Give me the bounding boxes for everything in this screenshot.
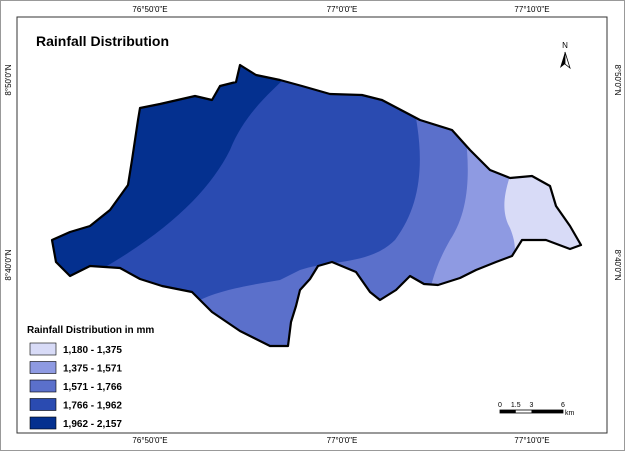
arrow-left [560, 52, 565, 68]
graticule-labels: 76°50'0"E 77°0'0"E 77°10'0"E 76°50'0"E 77°0'… [4, 5, 622, 445]
latitude-label: 8°50'0"N [613, 64, 622, 95]
longitude-label: 76°50'0"E [132, 5, 167, 14]
legend-label: 1,375 - 1,571 [63, 364, 122, 375]
longitude-label: 77°0'0"E [327, 5, 358, 14]
scale-label: 6 [561, 402, 565, 409]
map-title: Rainfall Distribution [36, 33, 169, 49]
legend-label: 1,180 - 1,375 [63, 345, 122, 356]
scale-bar: 0 1.5 3 6km [498, 402, 574, 417]
scale-label: 0 [498, 402, 502, 409]
legend-swatch [29, 379, 57, 393]
arrow-right [564, 51, 571, 70]
scale-bar-segment [531, 410, 563, 413]
scale-unit: km [565, 410, 575, 417]
scale-bar-segment [500, 410, 516, 413]
north-arrow: N [560, 41, 571, 70]
legend-swatch [29, 398, 57, 411]
legend-swatch [29, 342, 57, 356]
legend-label: 1,962 - 2,157 [63, 419, 122, 430]
legend-swatch [29, 416, 57, 430]
map-frame [16, 16, 608, 434]
legend: 1,180 - 1,375 1,375 - 1,571 1,571 - 1,766 1… [29, 342, 122, 430]
legend-label: 1,766 - 1,962 [63, 401, 122, 412]
legend-label: 1,571 - 1,766 [63, 382, 122, 393]
latitude-label: 8°40'0"N [4, 249, 13, 280]
scale-label: 1.5 [511, 402, 521, 409]
longitude-label: 77°10'0"E [514, 5, 549, 14]
longitude-label: 77°0'0"E [327, 436, 358, 445]
latitude-label: 8°50'0"N [4, 64, 13, 95]
latitude-label: 8°40'0"N [613, 249, 622, 280]
longitude-label: 76°50'0"E [132, 436, 167, 445]
scale-label: 3 [530, 402, 534, 409]
legend-title: Rainfall Distribution in mm [27, 325, 154, 336]
north-label: N [562, 41, 568, 50]
longitude-label: 77°10'0"E [514, 436, 549, 445]
legend-swatch [29, 361, 57, 374]
